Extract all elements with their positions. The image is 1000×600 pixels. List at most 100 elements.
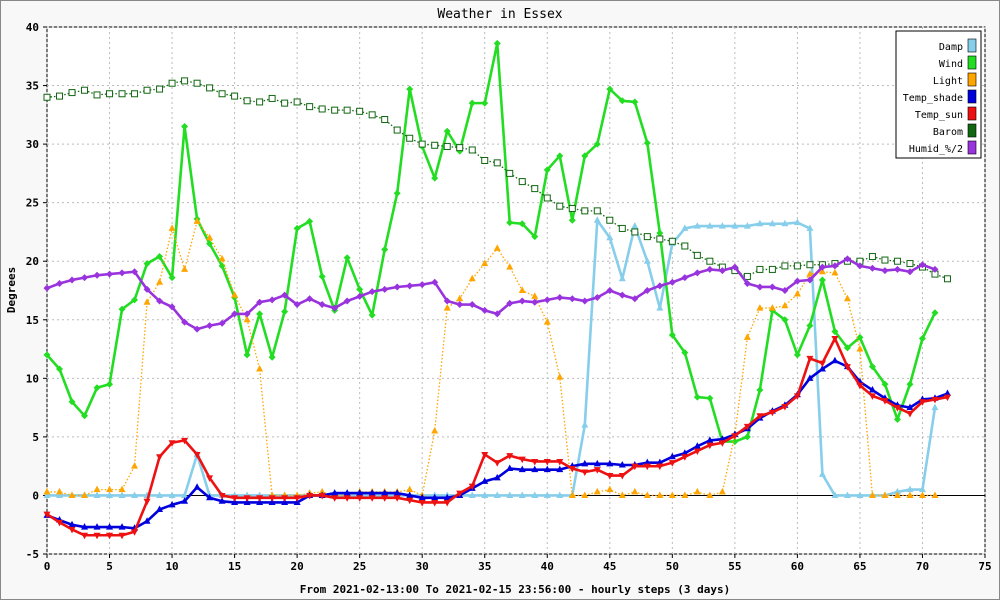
data-point-damp <box>918 485 926 493</box>
data-point-barom <box>693 251 701 259</box>
data-point-humid-2 <box>906 268 914 276</box>
x-tick-label: 35 <box>478 560 491 573</box>
data-point-barom <box>556 202 564 210</box>
data-point-damp <box>43 491 51 498</box>
data-point-humid-2 <box>868 264 876 272</box>
data-point-temp-sun <box>493 460 501 467</box>
legend-box <box>895 30 982 159</box>
data-point-barom <box>56 92 64 100</box>
data-point-wind <box>631 98 639 106</box>
data-point-temp-shade <box>106 523 114 530</box>
data-point-wind <box>843 344 851 352</box>
data-point-barom <box>756 265 764 273</box>
data-point-temp-shade <box>68 520 76 528</box>
data-point-barom <box>181 77 189 85</box>
data-point-temp-shade <box>493 473 501 481</box>
data-point-temp-sun <box>606 473 614 480</box>
data-point-humid-2 <box>256 298 264 306</box>
data-point-humid-2 <box>231 310 239 318</box>
data-point-humid-2 <box>43 284 51 292</box>
y-tick-label: 30 <box>26 138 39 151</box>
data-point-humid-2 <box>393 283 401 291</box>
data-point-damp <box>893 487 901 495</box>
data-point-temp-sun <box>781 403 789 411</box>
data-point-temp-sun <box>731 433 739 440</box>
data-point-humid-2 <box>556 294 564 302</box>
data-point-temp-sun <box>418 499 426 507</box>
data-point-temp-sun <box>806 355 814 363</box>
data-point-barom <box>393 126 401 134</box>
data-point-humid-2 <box>768 283 776 291</box>
legend-label: Damp <box>939 42 963 53</box>
data-point-damp <box>643 257 651 264</box>
data-point-light <box>656 491 664 498</box>
data-point-humid-2 <box>843 255 851 263</box>
data-point-temp-sun <box>168 440 176 447</box>
data-point-wind <box>168 274 176 282</box>
data-point-temp-sun <box>368 495 376 502</box>
data-point-light <box>231 291 239 298</box>
data-point-temp-shade <box>331 489 339 496</box>
y-tick-label: 25 <box>26 197 39 210</box>
data-point-humid-2 <box>631 295 639 303</box>
data-point-barom <box>143 86 151 94</box>
data-point-light <box>743 333 751 340</box>
data-point-humid-2 <box>343 297 351 305</box>
data-point-humid-2 <box>431 278 439 286</box>
data-point-temp-shade <box>343 489 351 496</box>
data-point-light <box>206 233 214 241</box>
data-point-temp-shade <box>618 460 626 468</box>
data-point-wind <box>893 415 901 423</box>
data-point-barom <box>943 275 951 283</box>
data-point-humid-2 <box>831 262 839 270</box>
x-tick-label: 70 <box>916 560 929 573</box>
data-point-humid-2 <box>106 270 114 278</box>
data-point-light <box>443 304 451 311</box>
data-point-wind <box>68 398 76 406</box>
data-point-temp-sun <box>756 413 764 420</box>
data-point-humid-2 <box>493 310 501 318</box>
data-point-temp-sun <box>181 437 189 445</box>
data-point-wind <box>393 189 401 197</box>
data-point-light <box>506 263 514 270</box>
data-point-barom <box>468 146 476 154</box>
data-point-light <box>843 294 851 302</box>
data-point-barom <box>656 235 664 243</box>
y-tick-label: -5 <box>26 548 39 561</box>
data-point-humid-2 <box>518 297 526 305</box>
data-point-temp-sun <box>431 499 439 507</box>
data-point-temp-shade <box>518 465 526 473</box>
data-point-temp-sun <box>718 440 726 447</box>
data-point-wind <box>156 253 164 261</box>
data-point-wind <box>756 386 764 394</box>
series-temp-sun <box>43 336 951 540</box>
data-point-temp-shade <box>206 493 214 501</box>
data-point-damp <box>468 491 476 498</box>
data-point-light <box>243 315 251 323</box>
data-point-light <box>193 217 201 224</box>
data-point-barom <box>743 272 751 280</box>
data-point-barom <box>443 142 451 150</box>
data-point-temp-shade <box>381 489 389 496</box>
data-point-temp-shade <box>168 500 176 508</box>
data-point-light <box>68 491 76 498</box>
data-point-barom <box>68 89 76 97</box>
data-point-humid-2 <box>718 267 726 275</box>
series-wind <box>43 39 939 446</box>
data-point-wind <box>293 224 301 232</box>
data-point-temp-sun <box>156 454 164 461</box>
data-point-wind <box>693 393 701 401</box>
data-point-humid-2 <box>156 297 164 305</box>
data-point-barom <box>118 90 126 98</box>
legend-label: Humid_%/2 <box>909 144 963 155</box>
data-point-temp-sun <box>681 454 689 461</box>
data-point-humid-2 <box>693 269 701 277</box>
data-point-humid-2 <box>856 262 864 270</box>
data-point-damp <box>831 491 839 498</box>
data-point-light <box>706 491 714 498</box>
data-point-wind <box>831 327 839 335</box>
data-point-temp-sun <box>281 495 289 502</box>
data-point-temp-sun <box>381 495 389 502</box>
data-point-wind <box>581 152 589 160</box>
data-point-wind <box>656 229 664 237</box>
